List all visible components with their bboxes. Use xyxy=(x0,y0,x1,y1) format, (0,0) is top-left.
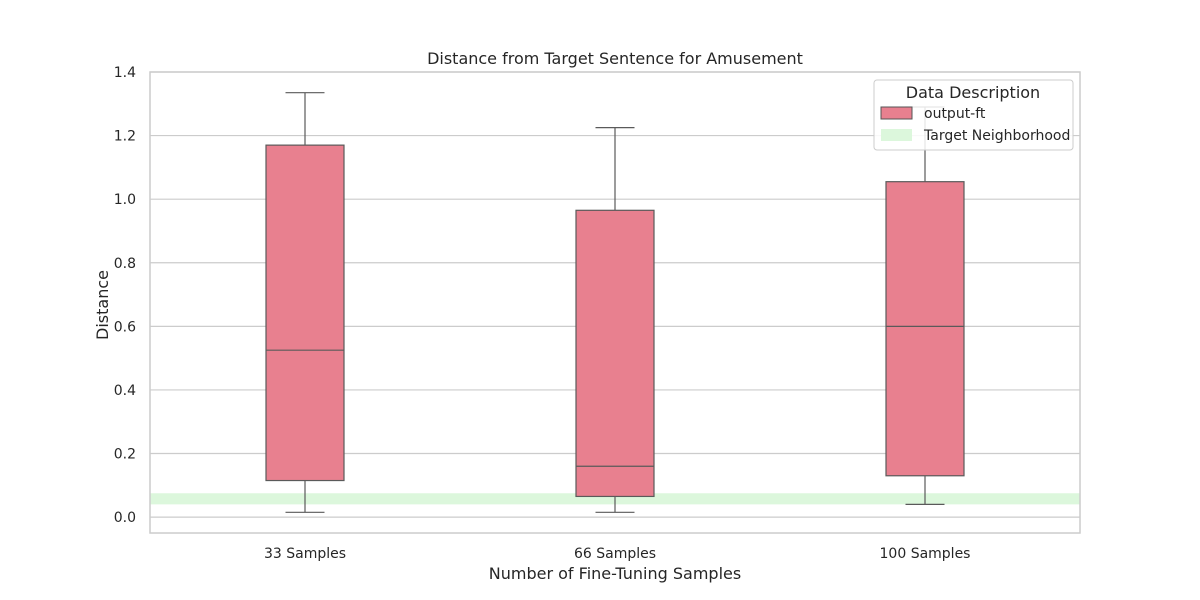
plot-frame xyxy=(149,71,1081,534)
y-tick-labels: 0.0 0.2 0.4 0.6 0.8 1.0 1.2 1.4 xyxy=(114,65,136,526)
y-tick-label: 0.8 xyxy=(114,256,136,272)
box-1 xyxy=(265,92,345,513)
x-tick-label: 33 Samples xyxy=(264,546,346,562)
x-tick-labels: 33 Samples 66 Samples 100 Samples xyxy=(264,546,971,562)
x-tick-label: 100 Samples xyxy=(880,546,971,562)
legend-swatch-target-neighborhood xyxy=(881,129,912,141)
iqr-box xyxy=(885,181,965,477)
y-axis-label: Distance xyxy=(93,270,112,340)
y-tick-label: 1.2 xyxy=(114,129,136,145)
legend-label-target-neighborhood: Target Neighborhood xyxy=(923,128,1070,144)
legend-swatch-output-ft xyxy=(880,106,913,120)
y-tick-label: 0.2 xyxy=(114,447,136,463)
iqr-box xyxy=(265,144,345,482)
boxes-layer xyxy=(265,92,965,513)
y-tick-label: 0.4 xyxy=(114,383,136,399)
x-tick-label: 66 Samples xyxy=(574,546,656,562)
legend-frame xyxy=(873,79,1074,151)
y-tick-label: 1.0 xyxy=(114,192,136,208)
y-tick-label: 0.0 xyxy=(114,510,136,526)
x-axis-label: Number of Fine-Tuning Samples xyxy=(489,564,741,583)
legend-label-output-ft: output-ft xyxy=(924,106,986,122)
chart-title: Distance from Target Sentence for Amusem… xyxy=(427,49,803,68)
iqr-box xyxy=(575,209,655,498)
y-tick-label: 0.6 xyxy=(114,319,136,335)
box-3 xyxy=(885,106,965,505)
legend-title: Data Description xyxy=(906,83,1040,102)
y-tick-label: 1.4 xyxy=(114,65,136,81)
legend: Data Description output-ft Target Neighb… xyxy=(873,79,1074,151)
box-2 xyxy=(575,127,655,513)
